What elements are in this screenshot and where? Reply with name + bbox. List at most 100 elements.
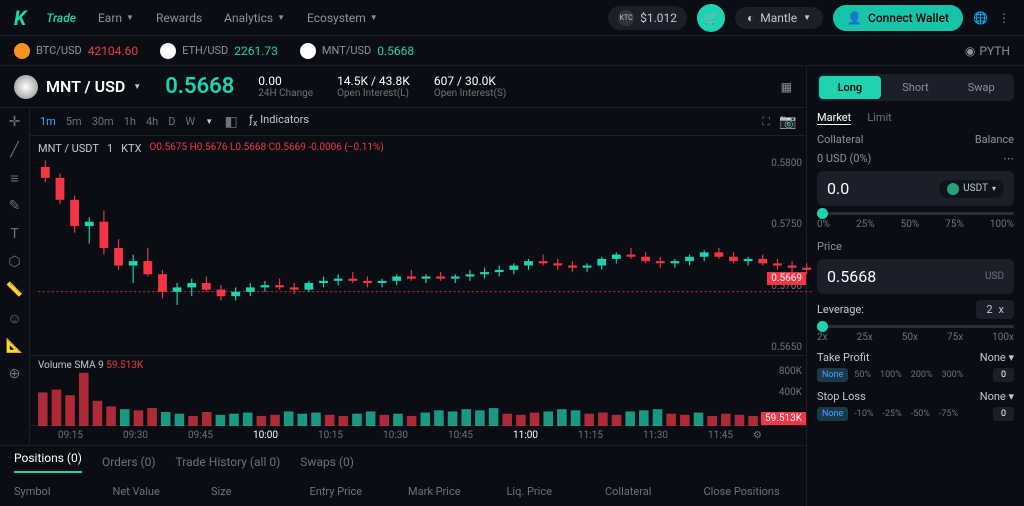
- price-label: Price: [817, 240, 842, 253]
- amount-slider[interactable]: 0%25%50%75%100%: [817, 212, 1014, 230]
- zoom-icon[interactable]: ⊕: [7, 366, 23, 382]
- tp-opt[interactable]: 50%: [851, 368, 874, 382]
- nav-ecosystem[interactable]: Ecosystem▼: [307, 11, 378, 25]
- nav-earn[interactable]: Earn▼: [98, 11, 134, 25]
- leverage-input[interactable]: 2 x: [976, 300, 1014, 319]
- tp-opt[interactable]: None: [817, 368, 848, 382]
- more-icon[interactable]: ⋯: [1003, 152, 1014, 165]
- chart-area[interactable]: MNT / USDT 1 KTX O0.5675 H0.5676 L0.5668…: [30, 136, 806, 355]
- timeframe-30m[interactable]: 30m: [92, 115, 114, 128]
- sl-opt[interactable]: None: [817, 407, 848, 421]
- sl-value-input[interactable]: 0: [993, 407, 1014, 421]
- ticker-btc[interactable]: BTC/USD 42104.60: [14, 43, 138, 59]
- nav-trade[interactable]: Trade: [46, 11, 76, 25]
- take-profit-label: Take Profit: [817, 351, 870, 364]
- settings-icon[interactable]: ⚙: [753, 430, 762, 441]
- tp-value-input[interactable]: 0: [993, 368, 1014, 382]
- menu-dots-icon[interactable]: ⋮: [998, 11, 1010, 25]
- oracle-badge[interactable]: ◉ PYTH: [965, 44, 1010, 58]
- take-profit-none[interactable]: None ▾: [980, 351, 1014, 364]
- vol-tick: 400K: [779, 387, 802, 398]
- time-tick: 11:45: [688, 430, 753, 441]
- stop-loss-none[interactable]: None ▾: [980, 390, 1014, 403]
- token-price-pill[interactable]: KTC $1.012: [608, 6, 687, 30]
- pair-selector[interactable]: MNT / USD ▼: [14, 75, 141, 99]
- column-symbol: Symbol: [14, 485, 103, 498]
- token-price-value: $1.012: [640, 11, 677, 25]
- timeframe-W[interactable]: W: [185, 115, 195, 128]
- layout-grid-icon[interactable]: ▦: [781, 80, 792, 94]
- indicators-button[interactable]: ƒx Indicators: [249, 113, 309, 129]
- ticker-eth[interactable]: ETH/USD 2261.73: [160, 43, 278, 59]
- amount-input[interactable]: 0.0 USDT ▾: [817, 171, 1014, 206]
- bottom-tab-3[interactable]: Swaps (0): [300, 455, 354, 469]
- time-tick: 11:15: [558, 430, 623, 441]
- timeframe-1h[interactable]: 1h: [124, 115, 136, 128]
- tp-opt[interactable]: 200%: [908, 368, 936, 382]
- text-icon[interactable]: T: [7, 226, 23, 242]
- bottom-tab-2[interactable]: Trade History (all 0): [176, 455, 281, 469]
- leverage-slider[interactable]: 2x25x50x75x100x: [817, 325, 1014, 343]
- oi-short-label: Open Interest(S): [434, 88, 507, 99]
- logo[interactable]: K: [14, 6, 26, 30]
- connect-wallet-button[interactable]: 👤 Connect Wallet: [833, 5, 963, 31]
- order-type-limit[interactable]: Limit: [867, 111, 892, 125]
- candle-style-icon[interactable]: ◧: [223, 114, 239, 130]
- positions-tabs: Positions (0) Orders (0) Trade History (al…: [0, 445, 806, 477]
- coin-icon: [300, 43, 316, 59]
- ohlc-values: O0.5675 H0.5676 L0.5668 C0.5669 -0.0006 …: [150, 142, 384, 155]
- bottom-tab-1[interactable]: Orders (0): [102, 455, 156, 469]
- network-selector[interactable]: ◐ Mantle ▼: [735, 7, 823, 29]
- pattern-icon[interactable]: ⬡: [7, 254, 23, 270]
- timeframe-5m[interactable]: 5m: [66, 115, 82, 128]
- fullscreen-icon[interactable]: ⛶: [762, 115, 770, 129]
- language-icon[interactable]: 🌐: [973, 11, 988, 25]
- crosshair-icon[interactable]: ✛: [7, 114, 23, 130]
- timeframe-1m[interactable]: 1m: [40, 115, 56, 128]
- network-name: Mantle: [760, 11, 797, 25]
- order-type-market[interactable]: Market: [817, 111, 851, 125]
- timeframe-D[interactable]: D: [168, 115, 175, 128]
- time-tick: 11:00: [493, 430, 558, 441]
- time-tick: 11:30: [623, 430, 688, 441]
- camera-icon[interactable]: 📷: [780, 114, 796, 130]
- time-tick: 09:45: [168, 430, 233, 441]
- order-panel: LongShortSwap MarketLimit Collateral Bal…: [806, 66, 1024, 506]
- side-tab-long[interactable]: Long: [819, 76, 881, 99]
- chart-interval: 1: [107, 142, 113, 155]
- side-tab-short[interactable]: Short: [885, 76, 947, 99]
- trendline-icon[interactable]: ╱: [7, 142, 23, 158]
- side-tab-swap[interactable]: Swap: [950, 76, 1012, 99]
- timeframe-4h[interactable]: 4h: [146, 115, 158, 128]
- emoji-icon[interactable]: ☺: [7, 310, 23, 326]
- measure-icon[interactable]: 📏: [7, 282, 23, 298]
- change-label: 24H Change: [258, 88, 313, 99]
- brush-icon[interactable]: ✎: [7, 198, 23, 214]
- slider-label: 25%: [856, 219, 875, 230]
- pyth-icon: ◉: [965, 44, 975, 58]
- nav-analytics[interactable]: Analytics▼: [224, 11, 285, 25]
- currency-selector[interactable]: USDT ▾: [939, 180, 1004, 198]
- nav-rewards[interactable]: Rewards: [156, 11, 202, 25]
- cart-button[interactable]: 🛒: [697, 4, 725, 32]
- sl-opt[interactable]: -25%: [880, 407, 905, 421]
- stat-oi-long: 14.5K / 43.8K Open Interest(L): [337, 74, 410, 99]
- order-type-tabs: Market Limit: [817, 111, 1014, 125]
- fib-icon[interactable]: ≡: [7, 170, 23, 186]
- sl-opt[interactable]: -75%: [936, 407, 961, 421]
- ruler-icon[interactable]: 📐: [7, 338, 23, 354]
- volume-area[interactable]: Volume SMA 9 59.513K 800K400K59.513K: [30, 355, 806, 425]
- tp-opt[interactable]: 300%: [939, 368, 967, 382]
- tf-dropdown-icon[interactable]: ▼: [205, 117, 213, 126]
- sl-opt[interactable]: -10%: [851, 407, 876, 421]
- ticker-symbol: MNT/USD: [322, 44, 371, 57]
- sl-opt[interactable]: -50%: [908, 407, 933, 421]
- price-input[interactable]: 0.5668 USD: [817, 259, 1014, 294]
- volume-chart: [38, 370, 762, 426]
- bottom-tab-0[interactable]: Positions (0): [14, 451, 82, 473]
- chevron-down-icon: ▼: [277, 13, 285, 22]
- tp-opt[interactable]: 100%: [877, 368, 905, 382]
- chart-drawing-toolbar: ✛ ╱ ≡ ✎ T ⬡ 📏 ☺ 📐 ⊕: [0, 108, 30, 445]
- leverage-unit: x: [999, 303, 1004, 316]
- ticker-mnt[interactable]: MNT/USD 0.5668: [300, 43, 414, 59]
